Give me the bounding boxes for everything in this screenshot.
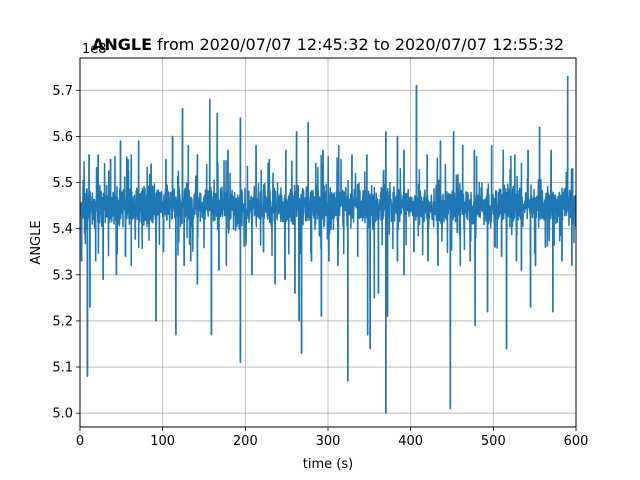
y-tick-label: 5.7 bbox=[52, 84, 73, 99]
x-tick-label: 500 bbox=[481, 434, 506, 449]
y-offset-label: 1e8 bbox=[82, 42, 107, 57]
x-tick-label: 100 bbox=[150, 434, 175, 449]
x-tick-label: 0 bbox=[76, 434, 84, 449]
series-area bbox=[80, 75, 576, 414]
chart-title-rest: from 2020/07/07 12:45:32 to 2020/07/07 1… bbox=[152, 35, 564, 54]
y-tick-label: 5.0 bbox=[52, 407, 73, 422]
y-tick-label: 5.3 bbox=[52, 268, 73, 283]
plot-area bbox=[80, 75, 576, 414]
x-axis-label: time (s) bbox=[303, 457, 353, 472]
chart-title-bold: ANGLE bbox=[92, 35, 152, 54]
x-tick-label: 200 bbox=[233, 434, 258, 449]
y-tick-label: 5.1 bbox=[52, 361, 73, 376]
y-tick-label: 5.6 bbox=[52, 130, 73, 145]
y-axis: 5.0 5.1 5.2 5.3 5.4 5.5 5.6 5.7 bbox=[52, 84, 80, 422]
y-tick-label: 5.5 bbox=[52, 176, 73, 191]
x-axis: 0 100 200 300 400 500 600 bbox=[76, 427, 589, 449]
chart-title: ANGLE from 2020/07/07 12:45:32 to 2020/0… bbox=[92, 35, 564, 54]
y-tick-label: 5.4 bbox=[52, 222, 73, 237]
x-tick-label: 600 bbox=[564, 434, 589, 449]
y-tick-label: 5.2 bbox=[52, 314, 73, 329]
x-tick-label: 400 bbox=[398, 434, 423, 449]
y-axis-label: ANGLE bbox=[29, 220, 44, 264]
x-tick-label: 300 bbox=[316, 434, 341, 449]
